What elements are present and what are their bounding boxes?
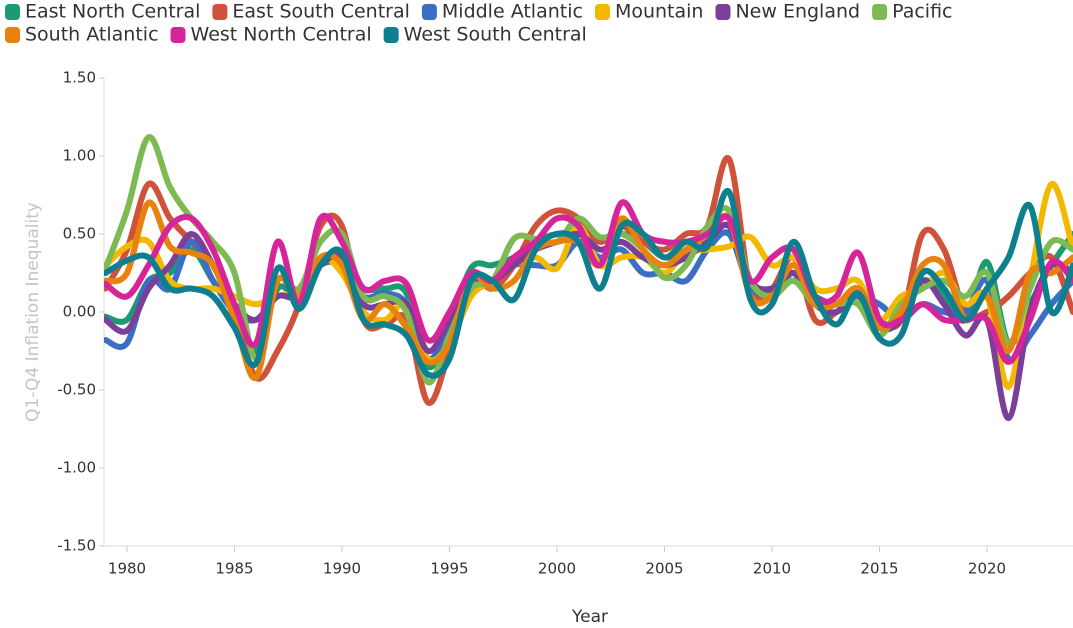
legend-swatch xyxy=(594,4,610,20)
y-tick-label: 1.50 xyxy=(63,69,96,87)
legend-item: Middle Atlantic xyxy=(421,1,583,23)
legend-label: Middle Atlantic xyxy=(442,1,583,23)
x-tick-label: 1990 xyxy=(323,560,361,578)
legend-label: Pacific xyxy=(892,1,952,23)
legend-swatch xyxy=(5,27,20,43)
legend-label: West North Central xyxy=(191,24,372,46)
legend-item: East South Central xyxy=(212,1,410,23)
y-tick-label: -0.50 xyxy=(57,381,96,399)
legend-swatch xyxy=(212,4,228,20)
x-tick-label: 2015 xyxy=(860,560,898,578)
legend-label: Mountain xyxy=(615,1,704,23)
y-axis-label: Q1-Q4 Inflation Inequality xyxy=(23,202,43,422)
y-tick-label: -1.50 xyxy=(57,537,96,555)
legend-swatch xyxy=(715,4,731,20)
legend-label: New England xyxy=(735,1,860,23)
legend-swatch xyxy=(383,27,399,43)
x-axis-label: Year xyxy=(571,607,608,627)
legend-swatch xyxy=(170,27,186,43)
legend-swatch xyxy=(872,4,888,20)
legend-swatch xyxy=(5,4,20,20)
legend-label: East North Central xyxy=(25,1,200,23)
y-tick-label: 1.00 xyxy=(63,147,96,165)
legend-swatch xyxy=(421,4,437,20)
legend-item: West North Central xyxy=(170,24,372,46)
legend-item: Pacific xyxy=(872,1,952,23)
y-tick-label: 0.00 xyxy=(63,303,96,321)
legend-item: New England xyxy=(715,1,860,23)
legend-label: East South Central xyxy=(232,1,409,23)
x-tick-label: 1995 xyxy=(430,560,468,578)
x-tick-label: 2010 xyxy=(753,560,791,578)
legend-item: Mountain xyxy=(594,1,704,23)
x-tick-label: 2020 xyxy=(968,560,1006,578)
legend-item: East North Central xyxy=(5,1,200,23)
legend-label: West South Central xyxy=(404,24,587,46)
series-line xyxy=(104,188,1073,379)
x-tick-label: 2000 xyxy=(538,560,576,578)
x-tick-label: 1985 xyxy=(215,560,253,578)
legend-item: South Atlantic xyxy=(5,24,159,46)
x-tick-label: 1980 xyxy=(108,560,146,578)
legend-label: South Atlantic xyxy=(25,24,159,46)
y-tick-label: 0.50 xyxy=(63,225,96,243)
y-tick-label: -1.00 xyxy=(57,459,96,477)
x-tick-label: 2005 xyxy=(645,560,683,578)
legend-item: West South Central xyxy=(383,24,587,46)
